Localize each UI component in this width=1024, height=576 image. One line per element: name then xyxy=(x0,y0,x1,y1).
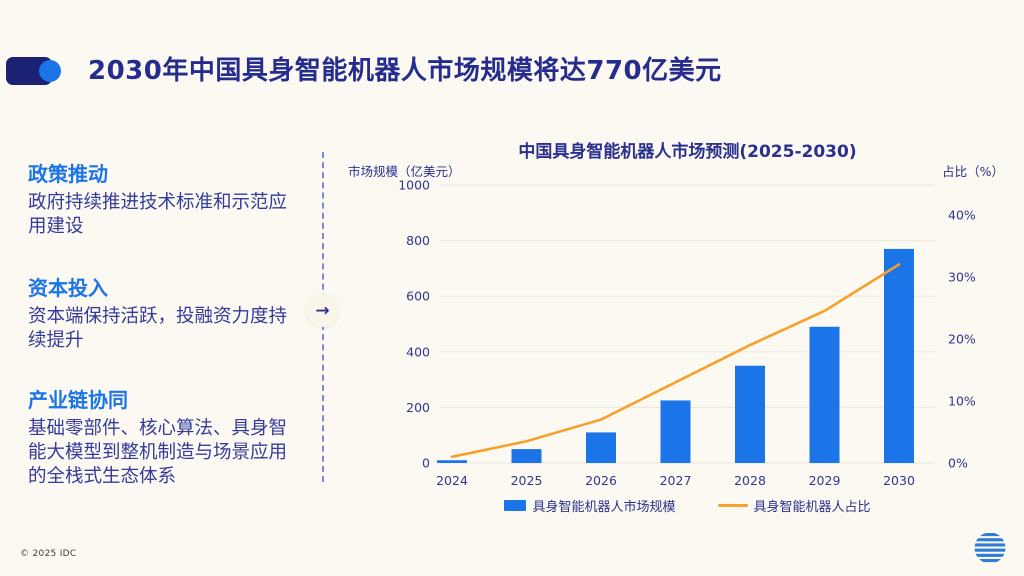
right-axis-tick: 20% xyxy=(948,331,976,346)
bar-2025 xyxy=(511,449,542,463)
key-point-heading: 产业链协同 xyxy=(28,388,128,412)
key-point-industry-chain: 产业链协同 基础零部件、核心算法、具身智能大模型到整机制造与场景应用的全栈式生态… xyxy=(28,384,290,489)
left-axis-tick: 400 xyxy=(406,344,430,359)
bar-2029 xyxy=(809,326,840,463)
x-axis-tick: 2025 xyxy=(511,473,543,488)
title-deco-bar xyxy=(6,57,52,85)
left-axis-tick: 1000 xyxy=(398,178,430,193)
left-axis-tick: 600 xyxy=(406,289,430,304)
idc-globe-logo-icon xyxy=(974,533,1006,563)
legend-label: 具身智能机器人市场规模 xyxy=(532,500,676,515)
bar-2027 xyxy=(660,400,691,463)
chart-title: 中国具身智能机器人市场预测(2025-2030) xyxy=(518,142,857,162)
right-axis-tick: 0% xyxy=(948,456,968,471)
market-forecast-chart: 0 200 400 600 800 1000 0% 10% 20% 30% 40% 2024 2025 2… xyxy=(398,178,976,489)
right-axis-tick: 30% xyxy=(948,269,976,284)
line-series-swatch-icon xyxy=(717,504,748,507)
bar-2026 xyxy=(586,432,616,463)
key-point-heading: 资本投入 xyxy=(28,276,108,300)
left-axis-tick: 800 xyxy=(406,233,430,248)
title-decoration xyxy=(6,57,61,85)
bar-series-swatch-icon xyxy=(504,500,527,511)
bar-2024 xyxy=(437,460,467,463)
x-axis-tick: 2030 xyxy=(883,473,915,488)
legend-label: 具身智能机器人占比 xyxy=(753,500,871,515)
key-point-capital: 资本投入 资本端保持活跃，投融资力度持续提升 xyxy=(28,272,290,353)
left-axis-label: 市场规模（亿美元） xyxy=(348,164,461,179)
right-axis-tick: 40% xyxy=(948,207,976,222)
x-axis-tick: 2029 xyxy=(809,473,841,488)
key-point-heading: 政策推动 xyxy=(28,162,108,186)
key-point-body: 基础零部件、核心算法、具身智能大模型到整机制造与场景应用的全栈式生态体系 xyxy=(28,418,288,487)
legend-item-line: 具身智能机器人占比 xyxy=(717,496,871,515)
key-point-body: 资本端保持活跃，投融资力度持续提升 xyxy=(28,306,288,351)
legend-item-bar: 具身智能机器人市场规模 xyxy=(504,496,676,515)
left-axis-tick: 200 xyxy=(406,400,430,415)
key-point-policy: 政策推动 政府持续推进技术标准和示范应用建设 xyxy=(28,158,290,239)
x-axis-tick: 2027 xyxy=(660,473,692,488)
bar-2028 xyxy=(735,365,765,463)
title-deco-dot xyxy=(39,60,61,82)
x-axis-tick: 2028 xyxy=(734,473,766,488)
page-title: 2030年中国具身智能机器人市场规模将达770亿美元 xyxy=(88,56,722,86)
right-axis-tick: 10% xyxy=(948,393,976,408)
arrow-right-icon: → xyxy=(306,294,339,327)
bar-2030 xyxy=(884,248,914,463)
chart-legend: 具身智能机器人市场规模 具身智能机器人占比 xyxy=(430,496,945,515)
copyright-text: © 2025 IDC xyxy=(20,549,77,559)
x-axis-tick: 2026 xyxy=(585,473,617,488)
right-axis-label: 占比（%） xyxy=(942,164,1004,179)
key-point-body: 政府持续推进技术标准和示范应用建设 xyxy=(28,192,288,237)
x-axis-tick: 2024 xyxy=(436,473,468,488)
left-axis-tick: 0 xyxy=(422,456,430,471)
share-line xyxy=(450,263,901,459)
